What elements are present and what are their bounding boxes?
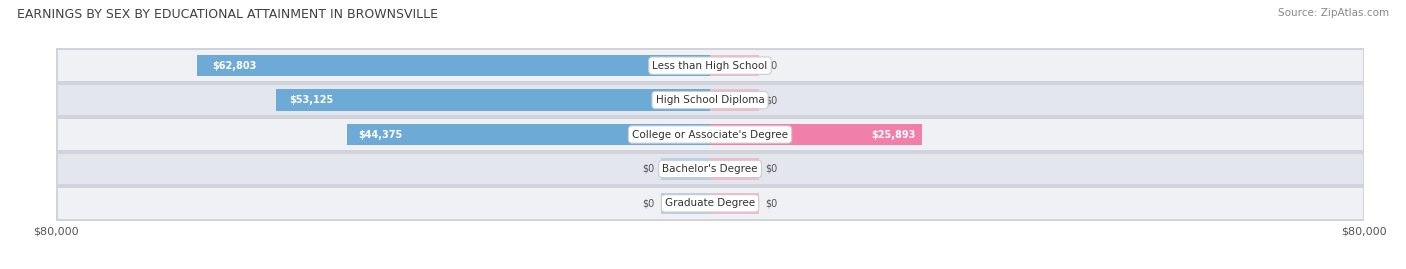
- Text: Graduate Degree: Graduate Degree: [665, 198, 755, 208]
- Bar: [710, 89, 759, 111]
- Bar: [710, 124, 922, 145]
- Bar: [347, 124, 710, 145]
- Text: $0: $0: [766, 198, 778, 208]
- Text: Less than High School: Less than High School: [652, 61, 768, 71]
- Text: $25,893: $25,893: [870, 129, 915, 140]
- Bar: [276, 89, 710, 111]
- Text: EARNINGS BY SEX BY EDUCATIONAL ATTAINMENT IN BROWNSVILLE: EARNINGS BY SEX BY EDUCATIONAL ATTAINMEN…: [17, 8, 437, 21]
- Bar: [58, 119, 1362, 150]
- Bar: [710, 193, 759, 214]
- Text: $53,125: $53,125: [288, 95, 333, 105]
- Bar: [56, 186, 1364, 221]
- Text: $0: $0: [766, 61, 778, 71]
- Text: High School Diploma: High School Diploma: [655, 95, 765, 105]
- Bar: [56, 117, 1364, 152]
- Bar: [58, 51, 1362, 81]
- Bar: [710, 55, 759, 76]
- Text: College or Associate's Degree: College or Associate's Degree: [633, 129, 787, 140]
- Bar: [710, 158, 759, 180]
- Bar: [56, 152, 1364, 186]
- Bar: [661, 158, 710, 180]
- Text: $62,803: $62,803: [212, 61, 256, 71]
- Text: $0: $0: [643, 164, 654, 174]
- Text: $0: $0: [643, 198, 654, 208]
- Text: $0: $0: [766, 164, 778, 174]
- Bar: [58, 85, 1362, 115]
- Text: Source: ZipAtlas.com: Source: ZipAtlas.com: [1278, 8, 1389, 18]
- Text: $0: $0: [766, 95, 778, 105]
- Bar: [58, 188, 1362, 218]
- Bar: [56, 83, 1364, 117]
- Text: Bachelor's Degree: Bachelor's Degree: [662, 164, 758, 174]
- Bar: [56, 48, 1364, 83]
- Text: $44,375: $44,375: [359, 129, 402, 140]
- Bar: [661, 193, 710, 214]
- Bar: [58, 154, 1362, 184]
- Bar: [197, 55, 710, 76]
